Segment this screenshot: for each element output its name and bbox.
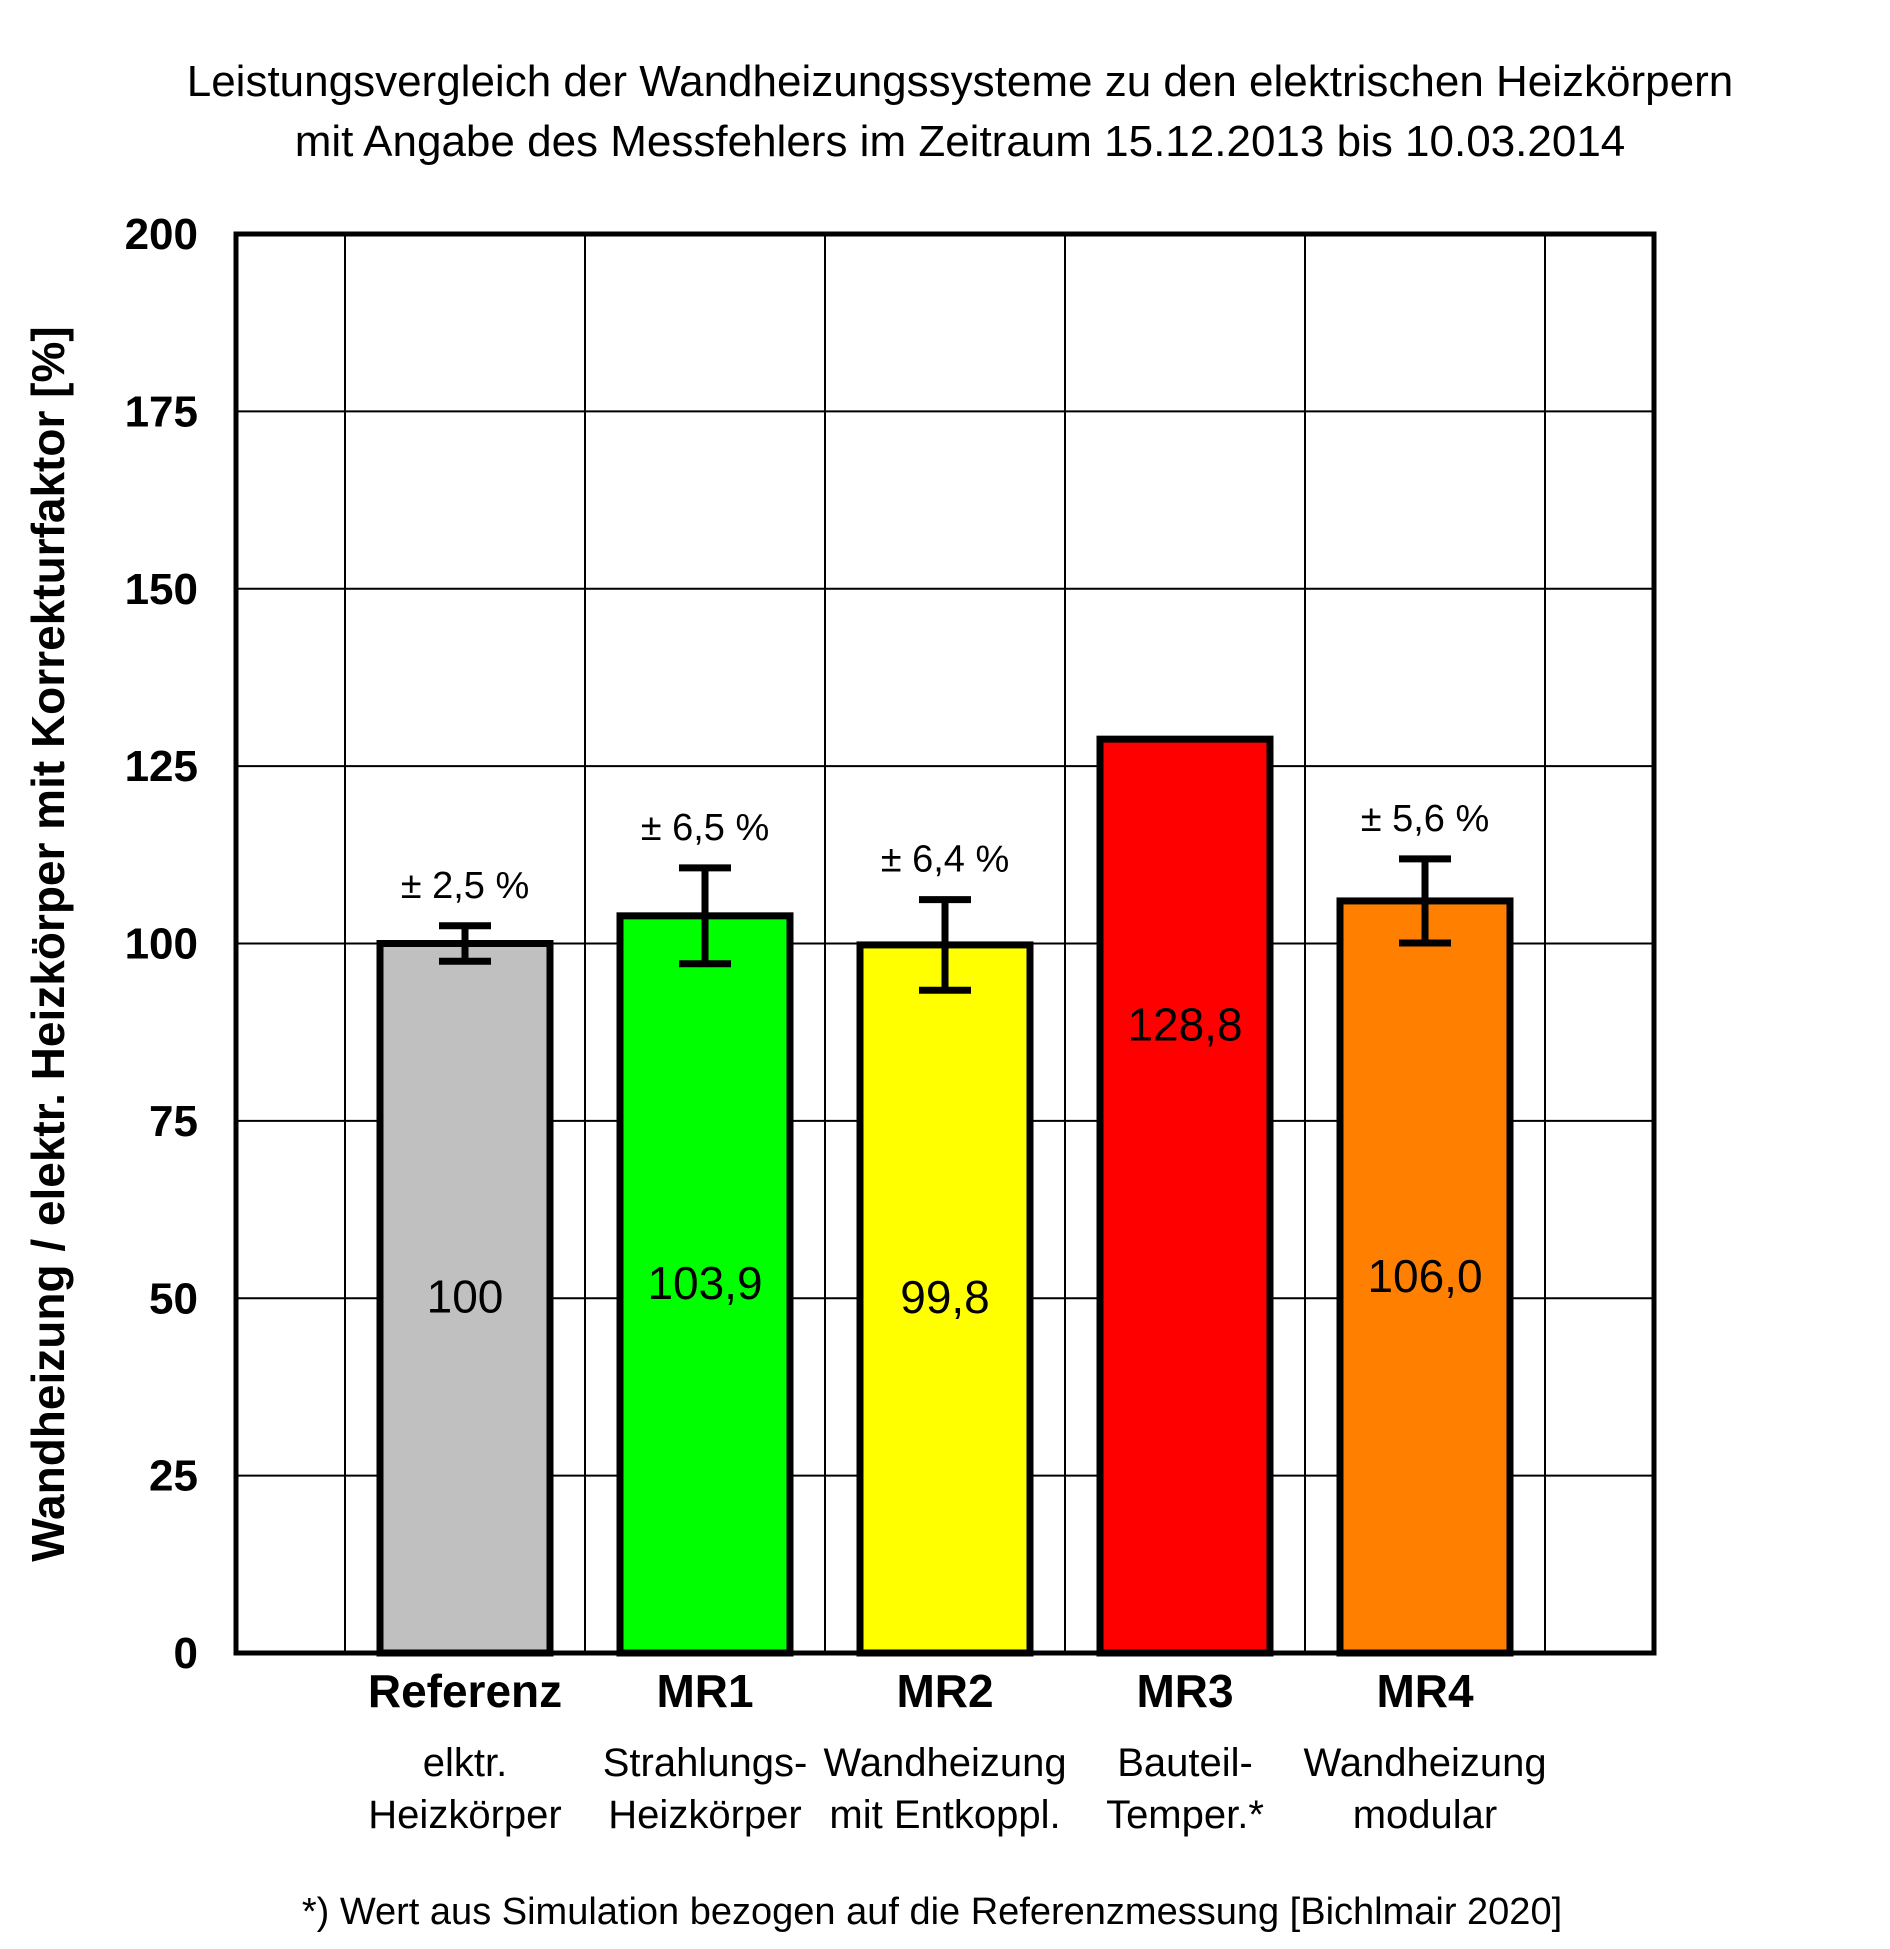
y-axis-title: Wandheizung / elektr. Heizkörper mit Kor… <box>22 326 74 1561</box>
bar-value-label: 128,8 <box>1127 999 1242 1051</box>
category-label: MR3 <box>1136 1665 1233 1717</box>
y-tick-label: 0 <box>174 1629 198 1678</box>
category-subtitle: Bauteil- <box>1117 1741 1253 1785</box>
bar-mr4 <box>1336 897 1514 1657</box>
y-tick-label: 200 <box>125 210 198 259</box>
error-label: ± 6,4 % <box>881 839 1010 881</box>
category-subtitle: Heizkörper <box>608 1793 801 1837</box>
category-subtitle: Temper.* <box>1106 1793 1264 1837</box>
category-subtitle: mit Entkoppl. <box>829 1793 1060 1837</box>
category-subtitle: elktr. <box>423 1741 507 1785</box>
bar-value-label: 106,0 <box>1367 1250 1482 1302</box>
error-label: ± 2,5 % <box>401 865 530 907</box>
y-tick-label: 50 <box>149 1274 198 1323</box>
error-label: ± 5,6 % <box>1361 798 1490 840</box>
y-tick-label: 150 <box>125 565 198 614</box>
category-label: MR1 <box>656 1665 753 1717</box>
bar-value-label: 103,9 <box>647 1257 762 1309</box>
labels: 0 25 50 75 100 125 150 175 200 100 ± 2,5 % Referenz… <box>125 210 1547 1837</box>
bar-value-label: 99,8 <box>900 1271 990 1323</box>
bar-mr3 <box>1096 735 1274 1657</box>
y-tick-label: 75 <box>149 1097 198 1146</box>
category-subtitle: Wandheizung <box>823 1741 1066 1785</box>
category-subtitle: modular <box>1353 1793 1498 1837</box>
footnote: *) Wert aus Simulation bezogen auf die R… <box>302 1891 1562 1933</box>
bar-mr2 <box>856 941 1034 1657</box>
y-tick-label: 100 <box>125 920 198 969</box>
chart-title-line-1: Leistungsvergleich der Wandheizungssyste… <box>187 57 1734 106</box>
y-tick-label: 125 <box>125 742 198 791</box>
chart-title-line-2: mit Angabe des Messfehlers im Zeitraum 1… <box>295 117 1626 166</box>
category-subtitle: Heizkörper <box>368 1793 561 1837</box>
bar-value-label: 100 <box>427 1270 504 1322</box>
category-label: MR2 <box>896 1665 993 1717</box>
category-label: MR4 <box>1376 1665 1474 1717</box>
category-label: Referenz <box>368 1665 562 1717</box>
bar-referenz <box>376 940 554 1657</box>
category-subtitle: Strahlungs- <box>603 1741 808 1785</box>
error-bar <box>439 922 491 965</box>
error-bar <box>919 896 971 994</box>
y-tick-label: 175 <box>125 387 198 436</box>
category-subtitle: Wandheizung <box>1303 1741 1546 1785</box>
y-tick-label: 25 <box>149 1452 198 1501</box>
error-label: ± 6,5 % <box>641 807 770 849</box>
plot-frame <box>233 231 1657 1656</box>
bars <box>376 735 1514 1657</box>
error-bar <box>1399 855 1451 947</box>
error-bar <box>679 864 731 968</box>
